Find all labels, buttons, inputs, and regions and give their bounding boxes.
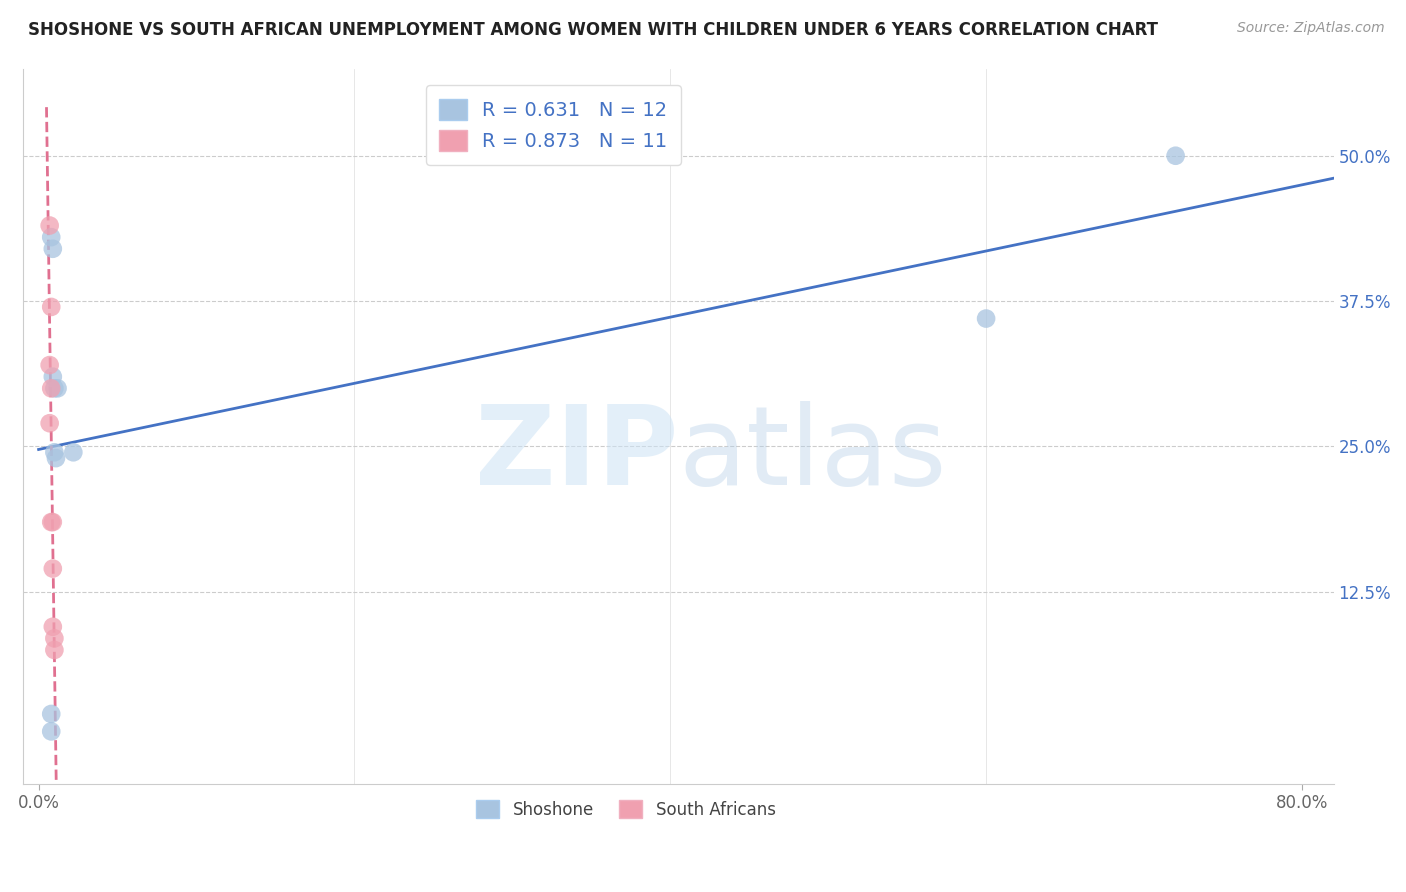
Point: [39, 515, 62, 529]
Point: [44, 643, 66, 657]
Point: [46, 381, 69, 395]
Text: Source: ZipAtlas.com: Source: ZipAtlas.com: [1237, 21, 1385, 35]
Point: [38, 416, 60, 430]
Point: [38, 219, 60, 233]
Point: [42, 515, 65, 529]
Point: [44, 381, 66, 395]
Point: [42, 620, 65, 634]
Point: [39, 300, 62, 314]
Text: ZIP: ZIP: [475, 401, 678, 508]
Point: [1164, 149, 1187, 163]
Point: [62, 445, 84, 459]
Point: [39, 381, 62, 395]
Point: [45, 451, 67, 466]
Text: atlas: atlas: [678, 401, 946, 508]
Text: SHOSHONE VS SOUTH AFRICAN UNEMPLOYMENT AMONG WOMEN WITH CHILDREN UNDER 6 YEARS C: SHOSHONE VS SOUTH AFRICAN UNEMPLOYMENT A…: [28, 21, 1159, 38]
Point: [44, 445, 66, 459]
Point: [974, 311, 997, 326]
Point: [39, 230, 62, 244]
Point: [42, 561, 65, 575]
Point: [39, 706, 62, 721]
Point: [39, 724, 62, 739]
Point: [38, 358, 60, 372]
Point: [44, 632, 66, 646]
Point: [42, 369, 65, 384]
Legend: Shoshone, South Africans: Shoshone, South Africans: [470, 794, 782, 825]
Point: [42, 242, 65, 256]
